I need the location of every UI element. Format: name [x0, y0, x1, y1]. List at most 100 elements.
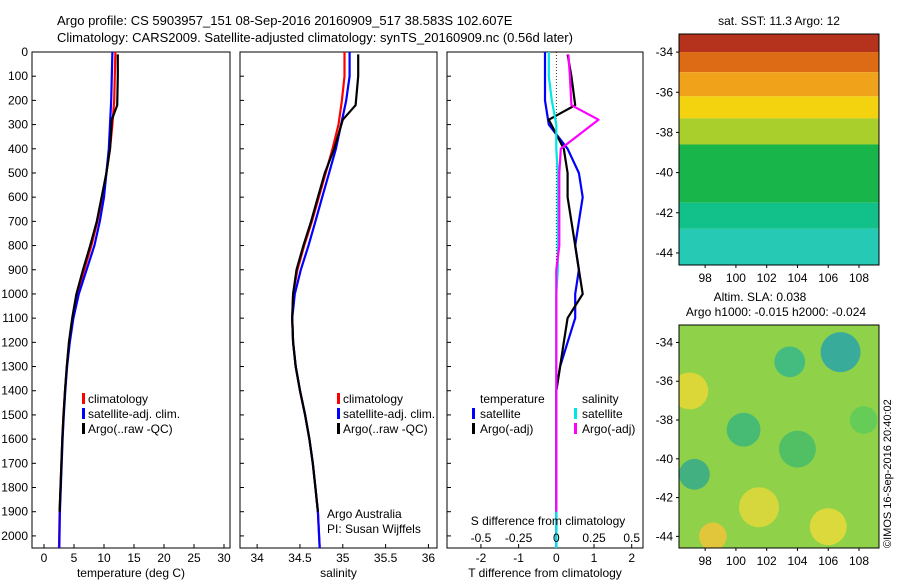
salinity-legend-label: satellite-adj. clim. — [343, 407, 435, 421]
difference-top-tick-label: 0.5 — [623, 531, 640, 545]
sst-map-ytick-label: -44 — [656, 246, 674, 260]
temperature-xtick-label: 0 — [41, 551, 48, 565]
temperature-legend-swatch — [82, 393, 85, 404]
salinity-plot-frame — [239, 51, 438, 549]
difference-xtick-label: 1 — [591, 551, 598, 565]
temperature-legend-swatch — [82, 423, 85, 434]
temperature-legend-swatch — [82, 408, 85, 419]
sla-map-xtick-label: 98 — [698, 554, 712, 568]
difference-top-tick-label: -0.5 — [471, 531, 492, 545]
sla-anomaly-blob — [779, 430, 816, 468]
sst-map-frame — [678, 33, 880, 266]
sst-map-panel: sat. SST: 11.3 Argo: 12 -34 -36 -38 -40 -42 -4… — [656, 14, 880, 285]
temperature-ytick-label: 1600 — [1, 432, 28, 446]
sla-map-xtick-label: 108 — [849, 554, 869, 568]
temperature-xtick-label: 20 — [157, 551, 171, 565]
temperature-ytick-label: 1200 — [1, 335, 28, 349]
sla-map-ytick-label: -34 — [656, 335, 674, 349]
sst-map-xtick-label: 100 — [726, 271, 746, 285]
difference-legend-swatch — [574, 408, 577, 419]
difference-legend-header: salinity — [582, 392, 619, 406]
sla-map-title: Altim. SLA: 0.038 — [714, 290, 807, 304]
difference-plot-frame — [446, 51, 644, 549]
difference-panel: -2 -1 0 1 2 T difference from climatology -0.5… — [446, 51, 644, 580]
sla-map-xtick-label: 104 — [787, 554, 807, 568]
sst-map-ytick-label: -36 — [656, 85, 674, 99]
temperature-panel: 0100200300400500600700800900100011001200… — [1, 45, 231, 580]
salinity-series-line-0 — [291, 52, 346, 549]
temperature-ytick-label: 400 — [8, 142, 28, 156]
difference-legend-label: satellite — [480, 407, 521, 421]
temperature-legend-label: Argo(..raw -QC) — [88, 422, 173, 436]
sst-color-band — [679, 228, 879, 265]
sla-anomaly-blob — [809, 508, 847, 546]
salinity-legend-swatch — [337, 423, 340, 434]
salinity-xlabel: salinity — [320, 566, 357, 580]
temperature-ytick-label: 700 — [8, 214, 28, 228]
sla-map-ytick-label: -40 — [656, 452, 674, 466]
sla-map-xtick-label: 100 — [726, 554, 746, 568]
difference-series-line-0 — [543, 52, 584, 548]
difference-legend-header: temperature — [480, 392, 545, 406]
difference-xtick-label: -1 — [513, 551, 524, 565]
sla-map-xtick-label: 102 — [757, 554, 777, 568]
sst-map-xtick-label: 104 — [787, 271, 807, 285]
sst-color-band — [679, 34, 879, 53]
temperature-ytick-label: 200 — [8, 93, 28, 107]
salinity-legend-label: climatology — [343, 392, 403, 406]
sst-map-xtick-label: 108 — [849, 271, 869, 285]
temperature-series-line-0 — [57, 51, 117, 549]
sla-anomaly-blob — [699, 522, 727, 548]
temperature-ytick-label: 100 — [8, 69, 28, 83]
salinity-legend-swatch — [337, 393, 340, 404]
sla-anomaly-blob — [849, 406, 878, 434]
salinity-legend-label: Argo(..raw -QC) — [343, 422, 428, 436]
sst-map-ytick-label: -40 — [656, 166, 674, 180]
temperature-ytick-label: 1100 — [2, 311, 28, 325]
sla-map-subtitle: Argo h1000: -0.015 h2000: -0.024 — [686, 305, 866, 319]
temperature-ytick-label: 1700 — [1, 456, 28, 470]
salinity-xtick-label: 35 — [336, 551, 350, 565]
temperature-ytick-label: 1500 — [1, 408, 28, 422]
sla-anomaly-blob — [774, 346, 806, 378]
temperature-plot-frame — [31, 51, 231, 549]
temperature-legend-label: climatology — [88, 392, 148, 406]
temperature-ytick-label: 1400 — [1, 384, 28, 398]
sla-anomaly-blob — [726, 412, 761, 447]
salinity-panel: 34 34.5 35 35.5 36 salinity climatologysatelli… — [239, 51, 438, 580]
temperature-ytick-label: 1900 — [1, 505, 28, 519]
temperature-series-line-2 — [58, 54, 119, 512]
sst-map-xtick-label: 102 — [757, 271, 777, 285]
temperature-xlabel: temperature (deg C) — [77, 566, 185, 580]
salinity-series-line-2 — [291, 54, 360, 512]
sst-map-title: sat. SST: 11.3 Argo: 12 — [718, 14, 840, 28]
temperature-xtick-label: 15 — [127, 551, 141, 565]
temperature-legend-label: satellite-adj. clim. — [88, 407, 180, 421]
imos-side-label: ©IMOS 16-Sep-2016 20:40:02 — [882, 399, 894, 548]
sst-map-xtick-label: 98 — [698, 271, 712, 285]
sst-color-band — [679, 96, 879, 119]
salinity-xtick-label: 36 — [422, 551, 436, 565]
difference-legend-swatch — [472, 408, 475, 419]
sst-color-band — [679, 144, 879, 203]
temperature-ytick-label: 600 — [8, 190, 28, 204]
temperature-ytick-label: 0 — [21, 45, 28, 59]
temperature-xtick-label: 25 — [187, 551, 201, 565]
temperature-ytick-label: 500 — [8, 166, 28, 180]
difference-legend-label: Argo(-adj) — [480, 422, 533, 436]
difference-top-tick-label: -0.25 — [505, 531, 533, 545]
difference-legend-swatch — [472, 423, 475, 434]
sla-anomaly-blob — [820, 332, 861, 373]
difference-top-xlabel: S difference from climatology — [471, 514, 626, 528]
temperature-ytick-label: 800 — [8, 239, 28, 253]
sla-map-xtick-label: 106 — [818, 554, 838, 568]
temperature-ytick-label: 900 — [8, 263, 28, 277]
difference-xtick-label: 0 — [553, 551, 560, 565]
temperature-ytick-label: 1000 — [1, 287, 28, 301]
sla-map-frame — [678, 324, 880, 549]
difference-top-tick-label: 0 — [553, 531, 560, 545]
sla-anomaly-blob — [679, 458, 710, 490]
